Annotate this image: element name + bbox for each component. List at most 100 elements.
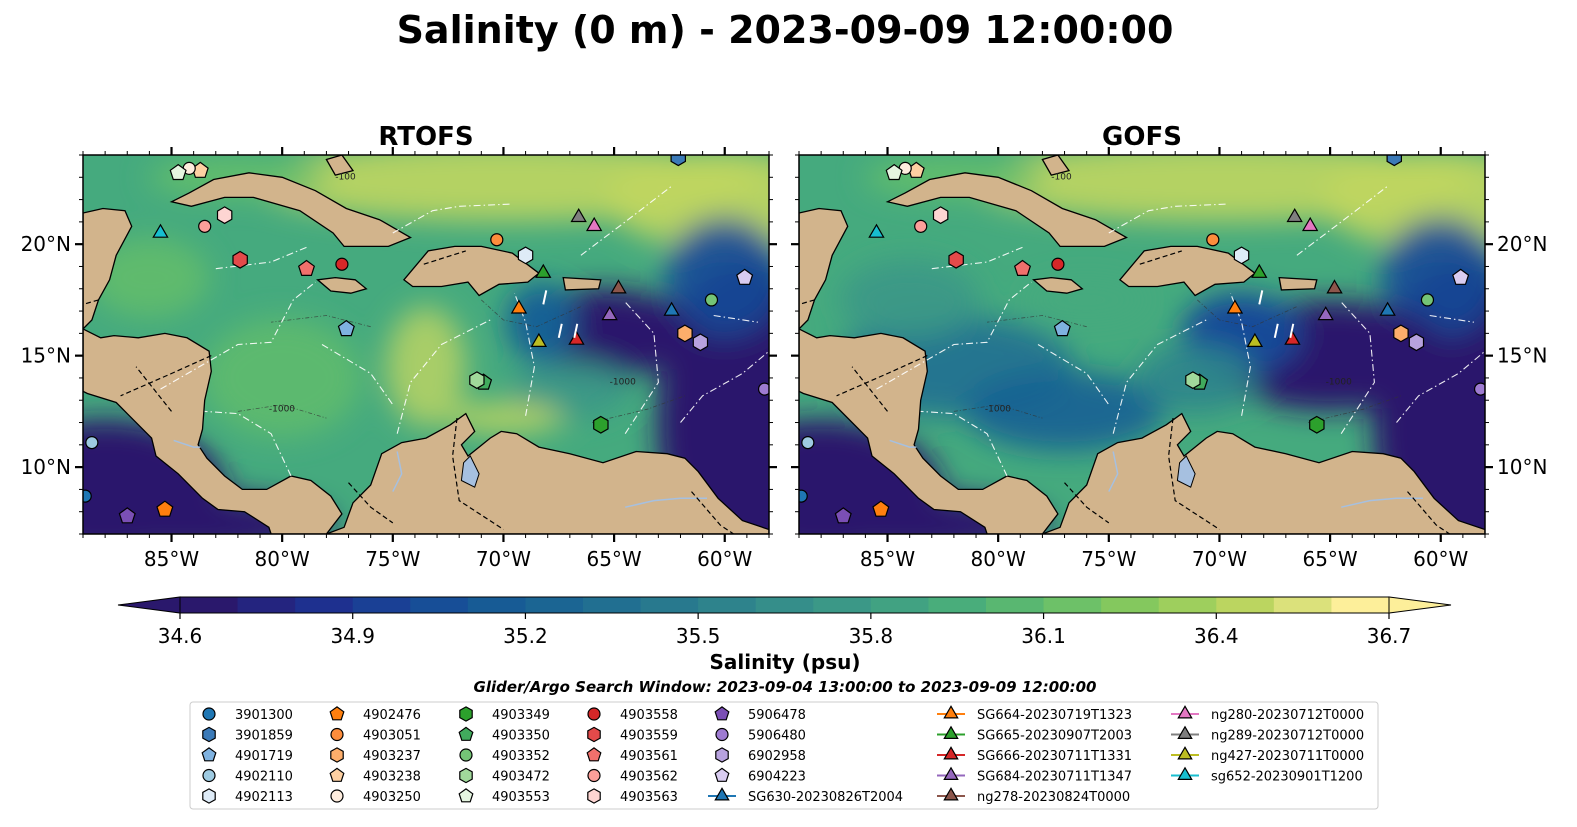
legend-marker-circle xyxy=(587,707,601,721)
legend-marker-hexagon xyxy=(715,747,729,763)
legend-item: 4903238 xyxy=(329,767,421,785)
legend-item: 4902113 xyxy=(202,788,293,805)
float-marker-SG630-20230826T2004 xyxy=(1379,301,1396,316)
legend-label: ng280-20230712T0000 xyxy=(1211,708,1364,723)
salinity-patch xyxy=(89,237,210,318)
colorbar-extend-max xyxy=(1388,596,1452,614)
legend-marker-hexagon xyxy=(459,767,473,784)
salinity-patch xyxy=(509,359,630,420)
country-border xyxy=(451,418,504,531)
legend-marker-hexagon xyxy=(587,788,601,804)
legend-label: 4902110 xyxy=(235,770,293,785)
float-marker-ng427-20230711T0000 xyxy=(1246,332,1264,347)
glider-track xyxy=(573,323,579,339)
float-marker-4903349 xyxy=(593,415,609,434)
contour-label: -1000 xyxy=(1326,378,1352,388)
legend-marker-triangle xyxy=(1177,766,1193,781)
legend-marker-hexagon xyxy=(202,788,216,804)
float-marker-4903553 xyxy=(885,163,903,181)
legend-marker-pentagon xyxy=(458,726,474,741)
float-marker-3901859 xyxy=(670,155,687,167)
float-marker-ng280-20230712T0000 xyxy=(585,216,603,232)
colorbar-swatch xyxy=(986,597,1045,613)
legend-label: sg652-20230901T1200 xyxy=(1211,770,1363,785)
legend-marker-pentagon xyxy=(458,788,474,803)
legend-label: 4903561 xyxy=(620,749,678,764)
contour-label: -1000 xyxy=(610,378,636,388)
contour-label: -100 xyxy=(335,173,356,183)
float-marker-5906480 xyxy=(1473,382,1485,396)
eez-boundary xyxy=(513,293,535,416)
float-marker-4902110 xyxy=(85,435,99,450)
legend-marker-circle xyxy=(202,707,216,721)
country-border xyxy=(120,355,212,397)
lon-tick-label: 80°W xyxy=(971,547,1026,571)
river xyxy=(625,497,707,508)
legend-marker-triangle xyxy=(943,787,959,801)
eez-boundary xyxy=(160,281,316,390)
legend-marker-circle xyxy=(202,768,216,783)
legend-item: 4903250 xyxy=(330,789,421,805)
eez-boundary xyxy=(1396,350,1485,423)
legend-item: 4903350 xyxy=(458,726,550,744)
legend-item: 4903472 xyxy=(459,767,550,785)
colorbar-tick-label: 35.2 xyxy=(503,624,548,648)
eez-boundary xyxy=(1296,185,1388,256)
legend-item: 5906480 xyxy=(715,727,806,744)
lon-tick-label: 85°W xyxy=(144,547,199,571)
float-marker-4903561 xyxy=(297,259,316,276)
legend-label: 4903553 xyxy=(492,790,550,805)
country-border xyxy=(83,299,99,305)
float-marker-SG665-20230907T2003 xyxy=(535,263,552,278)
lat-tick-label: 20°N xyxy=(21,232,71,256)
float-marker-4902113 xyxy=(517,246,534,265)
float-marker-4903472 xyxy=(469,371,485,390)
legend-marker-circle xyxy=(459,748,473,762)
legend-label: 4903563 xyxy=(620,790,678,805)
legend-item: ng427-20230711T0000 xyxy=(1171,746,1364,764)
bathymetry-contour xyxy=(987,315,1087,328)
land-yucatan xyxy=(799,207,849,330)
legend-label: 4903559 xyxy=(620,729,678,744)
legend-marker-pentagon xyxy=(329,706,345,721)
land-south-america xyxy=(1042,412,1485,534)
legend-item: 3901300 xyxy=(202,707,293,723)
float-marker-SG664-20230719T1323 xyxy=(1226,299,1244,314)
float-marker-4903563 xyxy=(216,206,233,225)
lon-tick-label: 80°W xyxy=(255,547,310,571)
legend-item: 6904223 xyxy=(714,767,806,785)
colorbar-swatch xyxy=(640,597,699,613)
colorbar-extend-min xyxy=(117,596,181,614)
colorbar-swatch xyxy=(870,597,930,613)
bathymetry-contour xyxy=(1307,395,1402,423)
float-marker-4903349 xyxy=(1309,415,1325,434)
float-marker-6902958 xyxy=(692,333,709,352)
colorbar-swatch xyxy=(180,597,239,613)
float-marker-5906480 xyxy=(757,382,769,396)
legend-label: SG665-20230907T2003 xyxy=(977,729,1132,744)
legend-label: 5906478 xyxy=(748,708,806,723)
river xyxy=(1341,497,1423,508)
eez-boundary xyxy=(680,350,769,423)
float-marker-4901719 xyxy=(1053,319,1071,337)
legend-label: ng427-20230711T0000 xyxy=(1211,749,1364,764)
country-border xyxy=(851,366,888,412)
salinity-patch xyxy=(964,371,1165,452)
country-border xyxy=(423,250,466,265)
colorbar-tick-label: 35.8 xyxy=(849,624,894,648)
float-marker-4903553 xyxy=(169,163,187,181)
float-marker-4902110 xyxy=(801,435,815,450)
legend-item: 4902110 xyxy=(202,768,293,785)
lon-tick-label: 75°W xyxy=(365,547,420,571)
float-marker-SG684-20230711T1347 xyxy=(601,306,618,321)
legend-item: 4903559 xyxy=(587,726,678,744)
legend-label: 4903562 xyxy=(620,770,678,785)
salinity-patch xyxy=(839,259,980,340)
legend-marker-triangle xyxy=(1177,725,1193,740)
legend: 3901300 3901859 4901719 4902110 4902113 49024… xyxy=(189,701,1379,810)
eez-boundary xyxy=(920,410,1008,477)
legend-label: SG666-20230711T1331 xyxy=(977,749,1132,764)
land-cuba xyxy=(169,172,412,248)
legend-item: 4903237 xyxy=(330,747,421,764)
eez-boundary xyxy=(1108,203,1229,234)
